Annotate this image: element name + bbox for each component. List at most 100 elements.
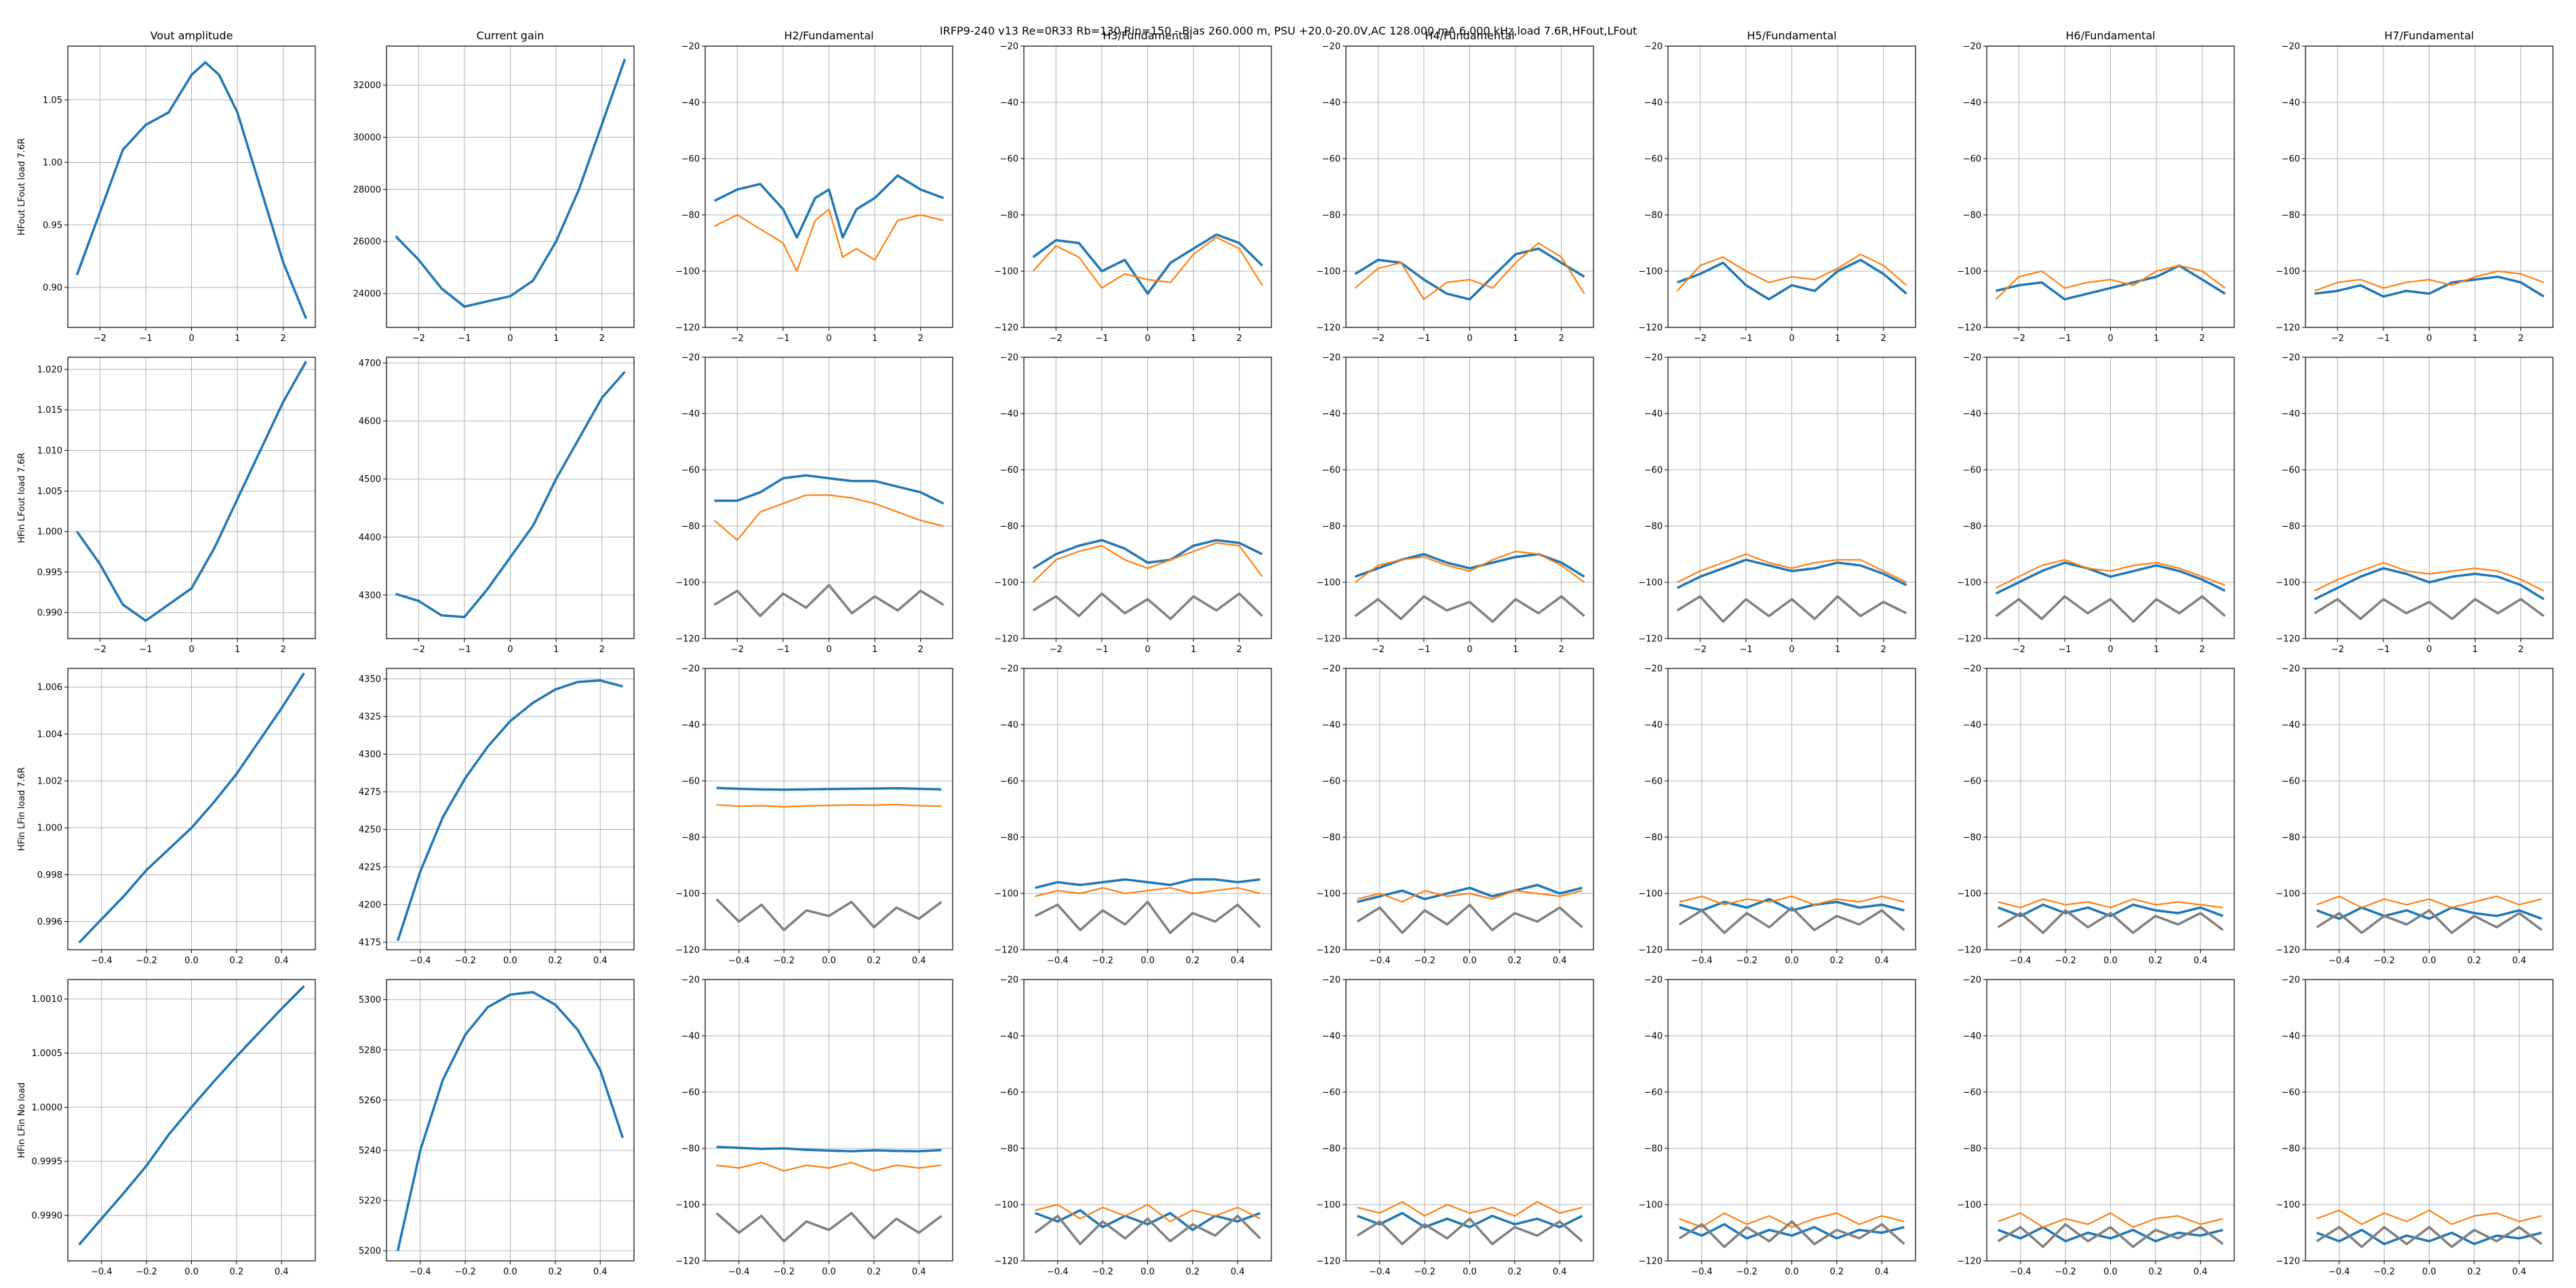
- axes-frame: [386, 45, 635, 328]
- series-group: [1678, 1212, 1905, 1249]
- y-tick-label: 4400: [359, 533, 381, 543]
- axes-frame: [1986, 979, 2235, 1262]
- series-line-gray: [1995, 595, 2226, 623]
- x-tick-label: 0: [1467, 334, 1472, 344]
- x-tick-label: 0.4: [593, 1267, 608, 1277]
- y-tick-label: 4175: [359, 938, 381, 948]
- axes-frame: [705, 45, 953, 328]
- subplot-r3-c2: −0.4 −0.2 0.0 0.2 0.4 −120 −100 −80 −60 −40 −20: [675, 975, 953, 1277]
- subplot-title: H5/Fundamental: [1747, 29, 1836, 42]
- series-line-orange: [1035, 887, 1261, 898]
- subplot-title: Current gain: [477, 29, 544, 42]
- y-tick-label: −80: [2282, 1144, 2300, 1154]
- axes-frame: [1345, 668, 1594, 950]
- x-tick-label: −1: [458, 334, 471, 344]
- series-line-orange: [2314, 270, 2544, 292]
- axes-frame: [1667, 357, 1916, 639]
- series-line-blue: [396, 990, 625, 1251]
- series-line-blue: [1997, 903, 2224, 917]
- x-tick-label: 2: [2518, 645, 2524, 655]
- x-tick-label: 0.4: [1875, 956, 1889, 966]
- x-tick-label: 0.0: [503, 956, 517, 966]
- y-tick-label: −100: [1638, 1201, 1663, 1211]
- x-tick-label: 0: [2107, 645, 2113, 655]
- y-tick-label: 5260: [359, 1095, 381, 1106]
- row-label: HFin LFin No load: [17, 1083, 27, 1159]
- y-tick-label: −60: [1963, 155, 1981, 165]
- series-line-orange: [1677, 553, 1907, 583]
- axes-frame: [1023, 45, 1272, 328]
- y-tick-label: −120: [1638, 946, 1663, 956]
- x-tick-label: −0.4: [2010, 956, 2032, 966]
- axes-frame: [2305, 979, 2554, 1262]
- x-tick-label: −0.4: [1369, 1267, 1391, 1277]
- y-tick-label: −40: [1963, 98, 1981, 108]
- x-tick-label: −2: [1050, 334, 1063, 344]
- x-tick-label: −1: [2058, 334, 2071, 344]
- axes-frame: [67, 45, 316, 328]
- x-tick-label: 0.0: [184, 956, 199, 966]
- subplot-r1-c4: −2 −1 0 1 2 −120 −100 −80 −60 −40 −20: [1316, 353, 1594, 655]
- x-tick-label: 1: [235, 334, 240, 344]
- y-tick-label: −80: [681, 522, 700, 532]
- x-tick-label: 2: [1559, 334, 1564, 344]
- y-tick-label: −60: [1644, 466, 1663, 476]
- y-tick-label: −120: [994, 323, 1018, 334]
- axes-frame: [1023, 668, 1272, 950]
- x-tick-label: −0.2: [2373, 956, 2395, 966]
- x-tick-label: 0.2: [549, 1267, 563, 1277]
- y-tick-label: −60: [1963, 777, 1981, 787]
- x-tick-label: −0.4: [410, 956, 431, 966]
- y-tick-label: −40: [1644, 1032, 1663, 1042]
- series-line-orange: [1357, 889, 1583, 903]
- y-tick-label: −40: [1644, 409, 1663, 420]
- series-line-orange: [1996, 559, 2225, 589]
- y-tick-label: −20: [2282, 42, 2300, 52]
- y-tick-label: −60: [1000, 1088, 1018, 1098]
- y-tick-label: −40: [681, 409, 700, 420]
- y-tick-label: −20: [2282, 353, 2300, 363]
- y-tick-label: −60: [1963, 1088, 1981, 1098]
- y-tick-label: −80: [1644, 211, 1663, 221]
- y-tick-label: 1.004: [37, 729, 62, 740]
- subplot-r0-c0: −2 −1 0 1 2 0.90 0.95 1.00 1.05 Vout amplitude HFo…: [17, 29, 316, 344]
- y-tick-label: −60: [681, 1088, 700, 1098]
- series-line-blue: [1354, 552, 1585, 578]
- series-line-blue: [395, 371, 626, 619]
- y-tick-label: −60: [2282, 155, 2300, 165]
- series-line-blue: [78, 672, 305, 944]
- y-tick-label: 4250: [359, 825, 381, 835]
- y-tick-label: −40: [1644, 721, 1663, 731]
- axes-frame: [1345, 979, 1594, 1262]
- series-line-gray: [1678, 1220, 1905, 1249]
- x-tick-label: 0.4: [1553, 956, 1567, 966]
- x-tick-label: 0.0: [1141, 956, 1155, 966]
- series-group: [1995, 559, 2226, 623]
- y-tick-label: −80: [2282, 833, 2300, 843]
- y-tick-label: −40: [1000, 98, 1018, 108]
- series-group: [1356, 883, 1583, 934]
- y-tick-label: 1.010: [37, 446, 62, 456]
- subplot-r1-c2: −2 −1 0 1 2 −120 −100 −80 −60 −40 −20: [675, 353, 953, 655]
- subplot-r3-c5: −0.4 −0.2 0.0 0.2 0.4 −120 −100 −80 −60 −40 −20: [1638, 975, 1916, 1277]
- series-line-gray: [1034, 1214, 1261, 1245]
- x-tick-label: −0.2: [2373, 1267, 2395, 1277]
- x-tick-label: 0.2: [1186, 1267, 1200, 1277]
- x-tick-label: 0.2: [230, 1267, 244, 1277]
- y-tick-label: 4300: [359, 590, 381, 601]
- y-tick-label: −100: [675, 578, 700, 588]
- x-tick-label: −1: [1095, 334, 1108, 344]
- y-tick-label: −60: [1322, 777, 1341, 787]
- axes-frame: [1986, 45, 2235, 328]
- series-group: [78, 672, 305, 944]
- x-tick-label: −2: [2331, 645, 2344, 655]
- figure-suptitle: IRFP9-240 v13 Re=0R33 Rb=130 Rin=150 - B…: [940, 24, 1637, 37]
- axes-frame: [386, 668, 635, 950]
- y-tick-label: −100: [675, 1201, 700, 1211]
- series-line-gray: [1034, 900, 1261, 934]
- y-tick-label: 1.015: [37, 405, 62, 416]
- series-line-blue: [2316, 906, 2543, 921]
- y-tick-label: −120: [1957, 323, 1981, 334]
- series-line-orange: [1032, 237, 1263, 289]
- series-group: [1032, 233, 1263, 295]
